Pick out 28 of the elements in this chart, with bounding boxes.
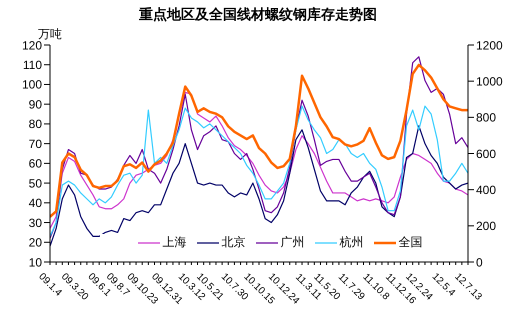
y2-tick-label: 600 bbox=[476, 146, 496, 161]
y-tick-label: 120 bbox=[22, 38, 42, 52]
y-tick-label: 110 bbox=[22, 58, 42, 72]
y-tick-label: 80 bbox=[28, 117, 42, 132]
legend-label: 广州 bbox=[280, 234, 304, 251]
y-tick-label: 60 bbox=[28, 156, 42, 171]
line-series bbox=[50, 125, 468, 247]
legend-label: 北京 bbox=[222, 234, 246, 251]
y-tick-label: 30 bbox=[28, 216, 42, 230]
y-tick-label: 50 bbox=[28, 176, 42, 190]
y2-tick-label: 1200 bbox=[476, 38, 504, 52]
y-tick-label: 40 bbox=[28, 196, 42, 210]
legend-label: 杭州 bbox=[340, 234, 364, 251]
legend-label: 全国 bbox=[398, 234, 422, 251]
line-series bbox=[50, 64, 468, 218]
y-tick-label: 100 bbox=[22, 78, 42, 92]
legend-label: 上海 bbox=[162, 234, 186, 251]
y2-tick-label: 200 bbox=[476, 219, 496, 234]
y-tick-label: 20 bbox=[28, 236, 42, 250]
y-tick-label: 10 bbox=[28, 255, 42, 270]
y-tick-label: 70 bbox=[28, 136, 42, 151]
y-axis-title: 万吨 bbox=[38, 26, 62, 41]
y2-tick-label: 1000 bbox=[476, 74, 504, 88]
y2-tick-label: 800 bbox=[476, 110, 496, 125]
y2-tick-label: 0 bbox=[476, 255, 483, 270]
chart-title: 重点地区及全国线材螺纹钢库存走势图 bbox=[138, 6, 378, 24]
y-tick-label: 90 bbox=[28, 97, 42, 112]
y2-tick-label: 400 bbox=[476, 182, 496, 197]
